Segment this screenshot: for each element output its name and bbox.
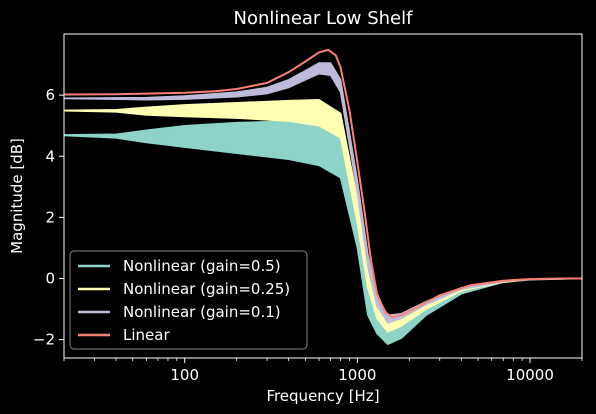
- x-tick-label: 100: [170, 366, 199, 384]
- legend-label-1: Nonlinear (gain=0.25): [123, 280, 290, 298]
- legend-label-0: Nonlinear (gain=0.5): [123, 257, 281, 275]
- y-tick-label: 0: [45, 270, 55, 288]
- x-tick-label: 1000: [338, 366, 376, 384]
- y-tick-label: 2: [45, 208, 55, 226]
- legend-label-3: Linear: [123, 326, 170, 344]
- y-tick-label: −2: [33, 331, 55, 349]
- legend-box: [69, 250, 308, 350]
- legend-label-2: Nonlinear (gain=0.1): [123, 303, 281, 321]
- legend: Nonlinear (gain=0.5) Nonlinear (gain=0.25…: [69, 250, 308, 350]
- x-axis-title: Frequency [Hz]: [266, 387, 379, 405]
- x-tick-label: 10000: [506, 366, 554, 384]
- y-tick-label: 4: [45, 147, 55, 165]
- chart-title: Nonlinear Low Shelf: [234, 8, 414, 29]
- plot-frame: [63, 33, 583, 359]
- y-tick-label: 6: [45, 86, 55, 104]
- series-line-3: [64, 48, 582, 319]
- series-layer: [64, 48, 582, 346]
- ticks-layer: 100 1000 10000 −2 0 2 4 6: [33, 86, 583, 384]
- y-axis-title: Magnitude [dB]: [8, 138, 26, 254]
